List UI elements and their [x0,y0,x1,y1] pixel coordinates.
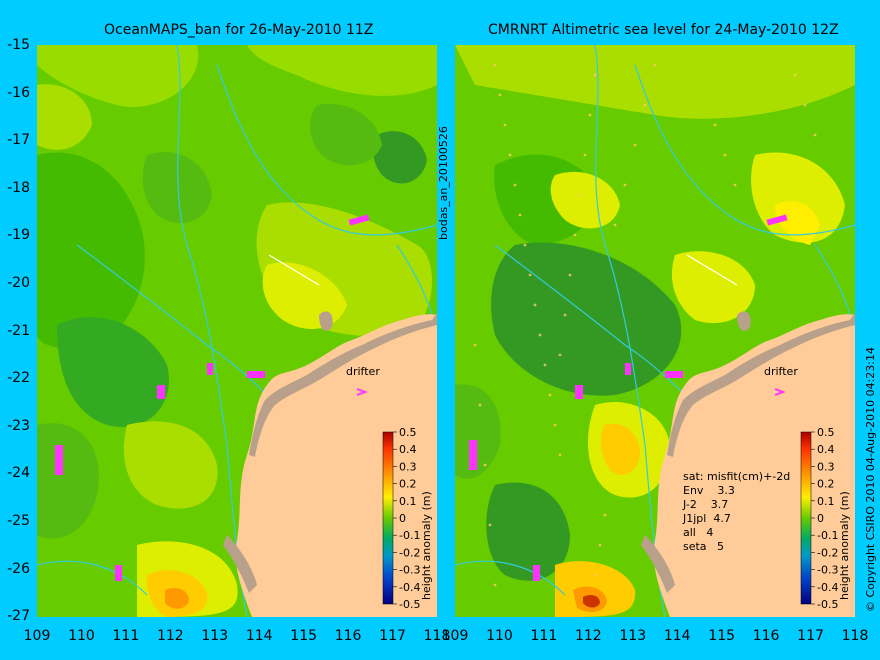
stats-line: all 4 [683,526,714,539]
left-map-svg: 0.5 0.4 0.3 0.2 0.1 0 -0.1 -0.2 -0.3 -0.4 -0.5 [37,45,437,617]
x-tick-label: 117 [379,628,406,644]
y-tick-label: -21 [7,322,30,339]
x-tick-label: 116 [334,628,362,644]
colorbar-tick-label: 0.1 [399,495,417,508]
x-tick-label: 114 [245,628,273,644]
island-barrow [737,311,751,331]
colorbar-tick-label: -0.1 [399,529,420,542]
y-tick-label: -23 [7,417,30,434]
colorbar-tick-label: -0.5 [399,598,420,611]
y-tick-label: -27 [7,608,30,625]
left-map-panel: 0.5 0.4 0.3 0.2 0.1 0 -0.1 -0.2 -0.3 -0.4 -0.5 [37,45,437,617]
colorbar-tick-label: 0.4 [399,443,417,456]
x-tick-label: 116 [752,628,780,644]
colorbar-gradient [800,431,812,605]
copyright-label: © Copyright CSIRO 2010 04-Aug-2010 04:23… [864,346,877,612]
colorbar-gradient [382,431,394,605]
colorbar-tick-label: -0.2 [399,546,420,559]
colorbar-tick-label: 0.3 [399,460,417,473]
peninsula [223,535,257,593]
x-tick-label: 115 [708,628,736,644]
colorbar-tick-label: 0.5 [817,426,835,439]
x-tick-label: 110 [68,628,95,644]
y-tick-label: -17 [7,132,30,149]
x-tick-label: 109 [441,628,469,644]
stats-line: J1jpl 4.7 [683,512,731,525]
side-run-label: bodas_an_20100526 [437,126,450,240]
left-colorbar-label: height anomaly (m) [420,491,433,600]
y-tick-label: -16 [7,84,30,101]
drifter-legend-arrow [356,388,368,396]
x-tick-label: 118 [423,628,451,644]
left-drifter-label: drifter [346,365,380,378]
y-tick-label: -26 [7,560,30,577]
y-tick-label: -24 [7,465,30,482]
x-tick-label: 112 [156,628,184,644]
transect-line [268,254,320,286]
x-tick-label: 111 [112,628,140,644]
right-map-panel: 0.5 0.4 0.3 0.2 0.1 0 -0.1 -0.2 -0.3 -0.4 -0.5 [455,45,855,617]
colorbar-tick-label: 0.5 [399,426,417,439]
drifter-tracks [469,214,788,581]
y-tick-label: -15 [7,37,30,53]
anomaly-contours [455,45,855,617]
track-dots [473,63,817,587]
y-tick-label: -25 [7,513,30,529]
anomaly-contours [37,45,437,617]
stats-line: sat: misfit(cm)+-2d [683,470,791,483]
x-tick-label: 114 [663,628,691,644]
colorbar-tick-label: -0.4 [817,581,838,594]
y-tick-label: -22 [7,370,30,387]
drifter-tracks [55,214,370,581]
x-tick-label: 117 [797,628,824,644]
coastline-shelf [667,313,855,457]
y-tick-label: -18 [7,179,30,196]
colorbar-tick-label: -0.3 [817,564,838,577]
x-tick-label: 109 [23,628,51,644]
colorbar-tick-label: -0.4 [399,581,420,594]
misfit-stats: sat: misfit(cm)+-2d Env 3.3 J-2 3.7 J1jpl 4… [683,470,790,554]
transect-line [686,254,738,286]
x-tick-label: 110 [486,628,513,644]
coastline-shelf [249,313,437,457]
stats-line: Env 3.3 [683,484,735,497]
colorbar-tick-label: 0.2 [817,478,835,491]
drifter-legend-arrow [774,388,786,396]
right-map-svg: 0.5 0.4 0.3 0.2 0.1 0 -0.1 -0.2 -0.3 -0.4 -0.5 [455,45,855,617]
colorbar-tick-label: -0.3 [399,564,420,577]
colorbar-tick-label: 0.2 [399,478,417,491]
right-colorbar-label: height anomaly (m) [838,491,851,600]
x-tick-label: 112 [574,628,602,644]
colorbar: 0.5 0.4 0.3 0.2 0.1 0 -0.1 -0.2 -0.3 -0.4 -0.5 [382,426,420,611]
isobath-lines [37,45,437,617]
x-tick-label: 113 [201,628,229,644]
colorbar-tick-label: 0.3 [817,460,835,473]
y-tick-label: -19 [7,227,30,244]
stats-line: seta 5 [683,540,725,553]
x-tick-label: 113 [619,628,647,644]
right-map-title: CMRNRT Altimetric sea level for 24-May-2… [488,22,839,38]
right-drifter-label: drifter [764,365,798,378]
colorbar-tick-label: 0.4 [817,443,835,456]
x-tick-label: 111 [530,628,558,644]
colorbar-tick-label: 0 [817,512,824,525]
colorbar: 0.5 0.4 0.3 0.2 0.1 0 -0.1 -0.2 -0.3 -0.4 -0.5 [800,426,838,611]
colorbar-tick-label: -0.5 [817,598,838,611]
island-barrow [319,311,333,331]
y-tick-label: -20 [7,275,30,291]
stats-line: J-2 3.7 [683,498,729,511]
colorbar-tick-label: -0.1 [817,529,838,542]
colorbar-tick-label: 0 [399,512,406,525]
colorbar-tick-label: -0.2 [817,546,838,559]
colorbar-tick-label: 0.1 [817,495,835,508]
peninsula [641,535,675,593]
x-tick-label: 115 [290,628,318,644]
x-tick-label: 118 [841,628,869,644]
left-map-title: OceanMAPS_ban for 26-May-2010 11Z [104,22,374,38]
